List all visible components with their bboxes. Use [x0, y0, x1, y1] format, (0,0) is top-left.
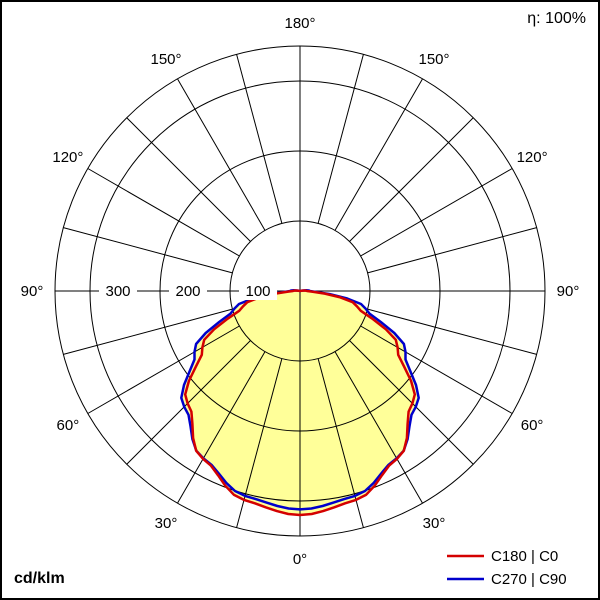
angle-label-60-right: 60°: [521, 417, 544, 434]
efficiency-label: η: 100%: [527, 10, 586, 27]
angle-label-180-right: 180°: [284, 15, 315, 32]
angle-label-90-right: 90°: [557, 283, 580, 300]
grid-spoke-120: [360, 168, 513, 257]
grid-spoke-30: [334, 351, 423, 504]
angle-label-60-left: 60°: [57, 417, 80, 434]
grid-spoke-285: [63, 308, 233, 355]
angle-label-150-right: 150°: [418, 51, 449, 68]
angle-label-120-right: 120°: [517, 149, 548, 166]
radial-tick-bg-200: [169, 282, 207, 300]
angle-label-30-left: 30°: [155, 515, 178, 532]
radial-tick-bg-300: [99, 282, 137, 300]
unit-label: cd/klm: [14, 570, 65, 587]
radial-tick-bg-100: [239, 282, 277, 300]
curve-layer: [180, 289, 420, 517]
angle-label-120-left: 120°: [52, 149, 83, 166]
label-layer: 100 200 300 0° 30° 30° 60° 60° 90° 90° 120° 120° 150…: [21, 15, 580, 568]
grid-spoke-195: [236, 54, 283, 224]
grid-spoke-150: [334, 78, 423, 231]
grid-spoke-225: [126, 117, 251, 242]
radial-tick-label-200: 200: [175, 283, 200, 300]
grid-spoke-330: [177, 351, 266, 504]
grid-spoke-210: [177, 78, 266, 231]
legend-label-c180-c0: C180 | C0: [491, 548, 558, 565]
radial-tick-label-300: 300: [105, 283, 130, 300]
grid-spoke-255: [63, 227, 233, 274]
grid-spoke-315: [126, 340, 251, 465]
angle-label-30-right: 30°: [423, 515, 446, 532]
grid-spoke-135: [349, 117, 474, 242]
grid-spoke-165: [317, 54, 364, 224]
angle-label-0-right: 0°: [293, 551, 307, 568]
curve-c270-c90: [180, 289, 420, 511]
radial-tick-label-100: 100: [245, 283, 270, 300]
curve-c180-c0: [183, 289, 417, 517]
grid-spoke-300: [87, 325, 240, 414]
grid-spoke-105: [367, 227, 537, 274]
grid-spoke-75: [367, 308, 537, 355]
grid-spoke-240: [87, 168, 240, 257]
grid-spoke-60: [360, 325, 513, 414]
angle-label-90-left: 90°: [21, 283, 44, 300]
angle-label-150-left: 150°: [150, 51, 181, 68]
legend: C180 | C0 C270 | C90: [447, 548, 567, 588]
legend-label-c270-c90: C270 | C90: [491, 571, 567, 588]
grid-spoke-45: [349, 340, 474, 465]
